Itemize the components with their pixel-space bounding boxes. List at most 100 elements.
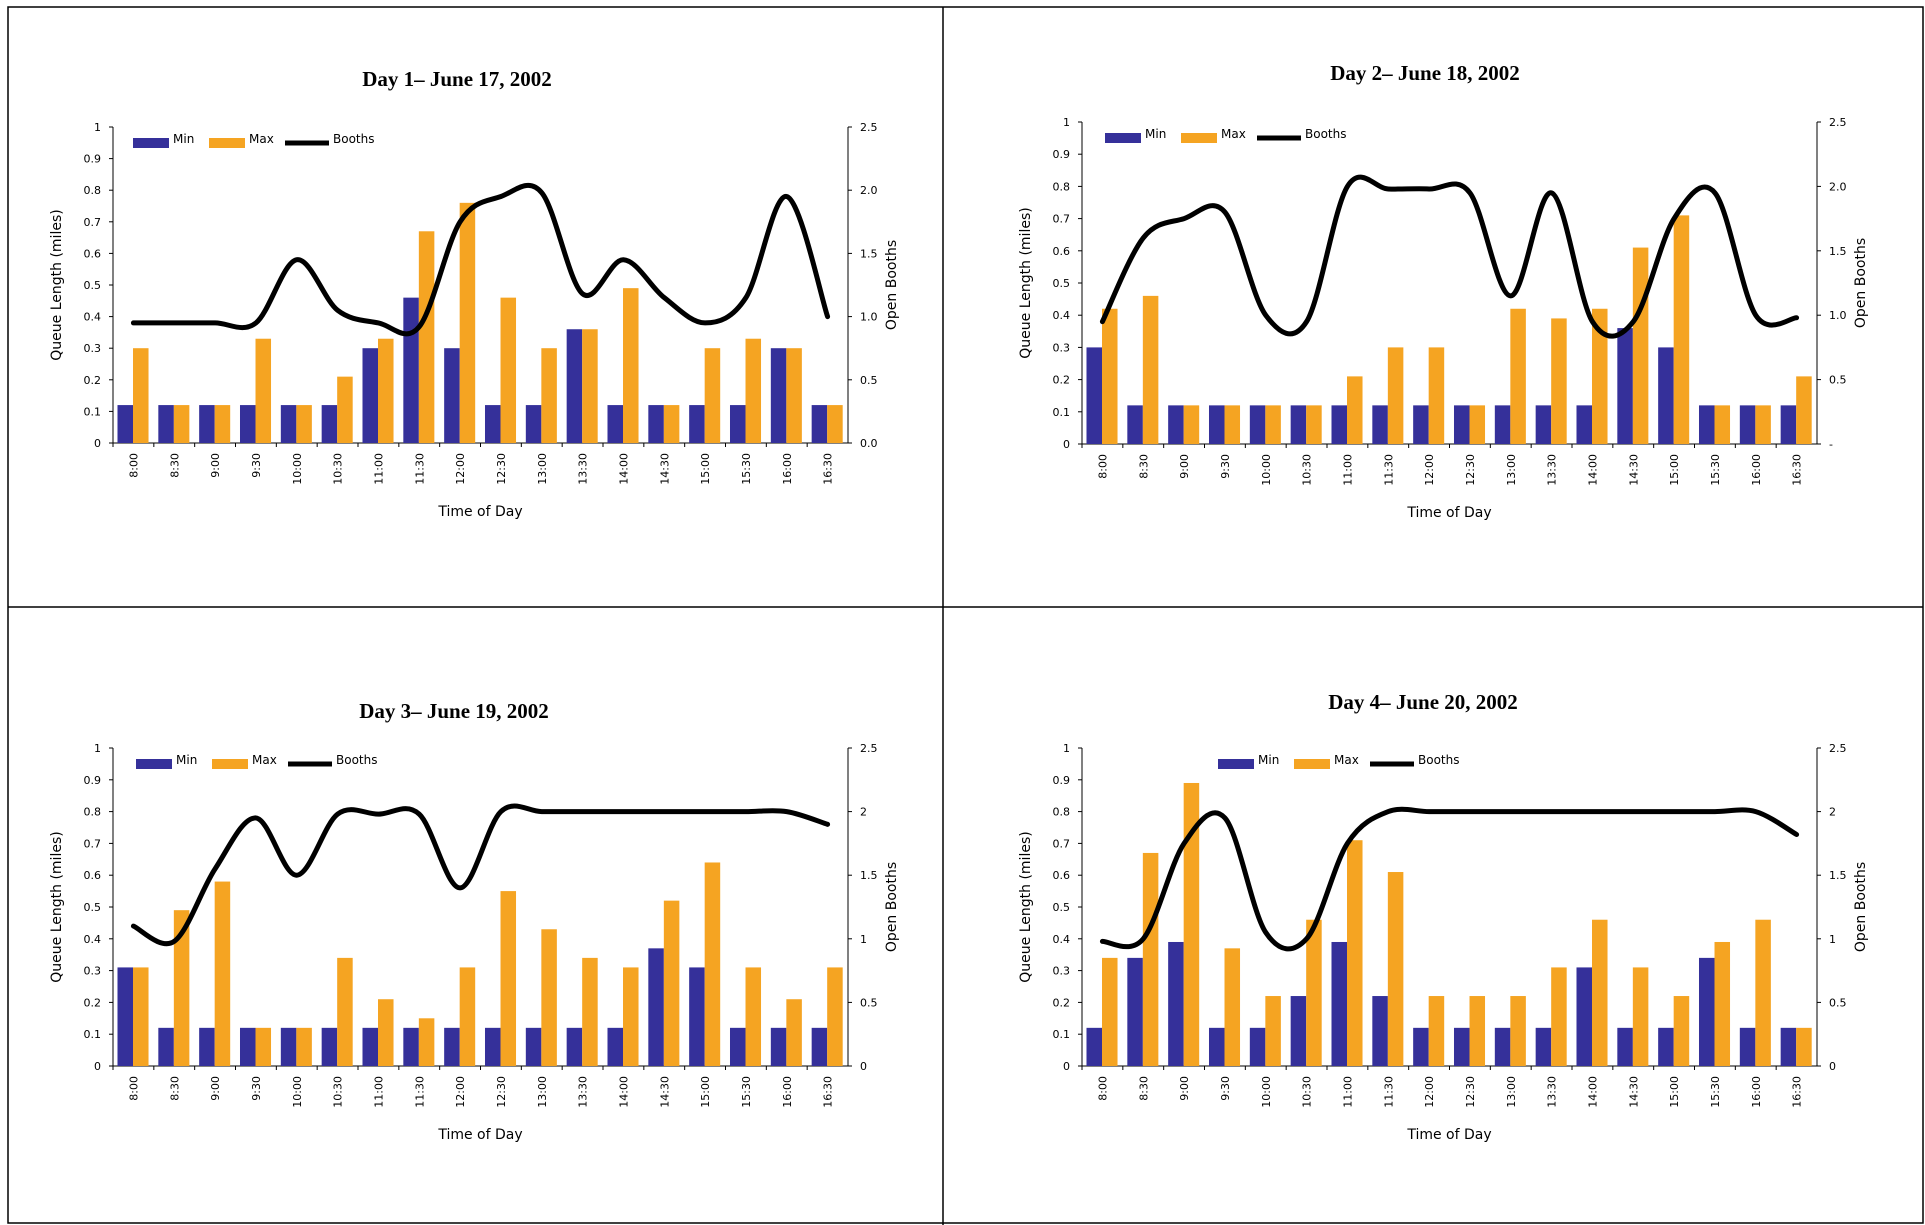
bar-min [321, 1027, 338, 1066]
bar-min [566, 1027, 583, 1066]
bar-max [541, 348, 557, 443]
bar-max [1714, 941, 1731, 1066]
bar-max [1265, 996, 1281, 1066]
bar-min [1576, 405, 1593, 444]
y-tick-label-right: 0.5 [1829, 374, 1847, 387]
x-axis-label: Time of Day [1406, 1127, 1491, 1143]
bar-max [623, 288, 639, 443]
legend-swatch [1105, 133, 1141, 143]
x-tick-label: 15:00 [1668, 454, 1681, 486]
y-tick-label-left: 0.8 [84, 184, 102, 197]
x-tick-label: 13:00 [536, 1076, 549, 1108]
bar-max [1551, 318, 1567, 444]
y-tick-label-left: 0.3 [1053, 341, 1071, 354]
booths-point [214, 322, 216, 324]
bar-max [418, 231, 435, 443]
bar-min [1127, 957, 1143, 1066]
bar-min [362, 348, 379, 443]
y-tick-label-left: 0.3 [84, 965, 102, 978]
bar-min [239, 405, 256, 443]
booths-point [1101, 940, 1103, 942]
bar-min [1535, 405, 1552, 444]
bar-max [337, 376, 353, 443]
bar-min [1168, 405, 1184, 444]
x-tick-label: 16:30 [1791, 454, 1804, 486]
x-tick-label: 12:30 [495, 453, 508, 485]
booths-point [1387, 188, 1389, 190]
bar-max [1265, 405, 1281, 444]
x-tick-label: 12:00 [454, 1076, 467, 1108]
y-tick-label-left: 0.8 [84, 806, 102, 819]
booths-point [704, 322, 706, 324]
bar-max [1183, 405, 1200, 444]
y-tick-label-left: 0.1 [1053, 406, 1071, 419]
x-tick-label: 16:00 [781, 1076, 794, 1108]
booths-point [1265, 314, 1267, 316]
bar-max [786, 999, 802, 1066]
bar-min [1658, 1027, 1674, 1066]
bar-max [500, 891, 517, 1066]
y-axis-label-right: Open Booths [1853, 238, 1869, 328]
bar-max [296, 405, 312, 443]
x-tick-label: 9:00 [209, 1076, 222, 1101]
bar-max [745, 338, 762, 443]
bar-max [827, 967, 843, 1066]
bar-max [704, 862, 721, 1066]
booths-point [1183, 218, 1185, 220]
bar-min [525, 405, 542, 443]
bar-max [500, 297, 517, 443]
bar-max [255, 1027, 272, 1066]
booths-point [1551, 811, 1553, 813]
legend-label: Min [1258, 753, 1279, 767]
x-tick-label: 9:00 [1178, 454, 1191, 479]
bar-min [566, 329, 583, 443]
bar-min [607, 1027, 624, 1066]
bar-max [1102, 957, 1118, 1066]
bar-max [1796, 1027, 1812, 1066]
booths-point [1632, 321, 1634, 323]
x-tick-label: 12:30 [1464, 1076, 1477, 1108]
y-tick-label-left: 0.5 [84, 901, 102, 914]
bar-min [1494, 405, 1511, 444]
booths-point [1591, 321, 1593, 323]
y-tick-label-left: 0.2 [1053, 996, 1071, 1009]
y-tick-label-left: 0 [1063, 438, 1070, 451]
bar-min [689, 405, 705, 443]
booths-point [459, 221, 461, 223]
y-tick-label-left: 0.4 [84, 311, 102, 324]
booths-point [541, 192, 543, 194]
legend-label: Booths [1418, 753, 1459, 767]
bar-min [1413, 405, 1429, 444]
x-tick-label: 14:00 [1586, 454, 1599, 486]
booths-point [1346, 185, 1348, 187]
bar-min [362, 1027, 379, 1066]
y-tick-label-left: 0.3 [1053, 965, 1071, 978]
bar-min [321, 405, 338, 443]
booths-point [745, 297, 747, 299]
booths-point [173, 322, 175, 324]
y-tick-label-left: 0.1 [1053, 1028, 1071, 1041]
bar-max [1102, 308, 1118, 444]
bar-max [1632, 967, 1649, 1066]
x-tick-label: 12:30 [495, 1076, 508, 1108]
booths-point [1142, 237, 1144, 239]
x-tick-label: 9:30 [250, 1076, 263, 1101]
y-tick-label-left: 0.9 [84, 774, 102, 787]
y-tick-label-right: - [1829, 438, 1833, 451]
legend-swatch [133, 138, 169, 148]
booths-point [663, 811, 665, 813]
y-tick-label-right: 1.5 [1829, 245, 1847, 258]
x-tick-label: 9:30 [1219, 1076, 1232, 1101]
booths-point [132, 322, 134, 324]
bar-max [214, 405, 231, 443]
x-tick-label: 12:30 [1464, 454, 1477, 486]
bar-min [444, 348, 460, 443]
y-tick-label-right: 0.5 [1829, 996, 1847, 1009]
x-tick-label: 13:30 [577, 453, 590, 485]
x-tick-label: 8:00 [1096, 1076, 1109, 1101]
chart-panel-day-4: Day 4– June 20, 2002 0 0.1 0.2 0.3 0.4 0.5 0.6 0… [943, 607, 1925, 1225]
x-tick-label: 13:30 [1546, 454, 1559, 486]
booths-point [1755, 811, 1757, 813]
chart-panel-day-2: Day 2– June 18, 2002 0 0.1 0.2 0.3 0.4 0.5 0.6 0… [943, 7, 1925, 607]
y-tick-label-right: 0 [860, 1060, 867, 1073]
